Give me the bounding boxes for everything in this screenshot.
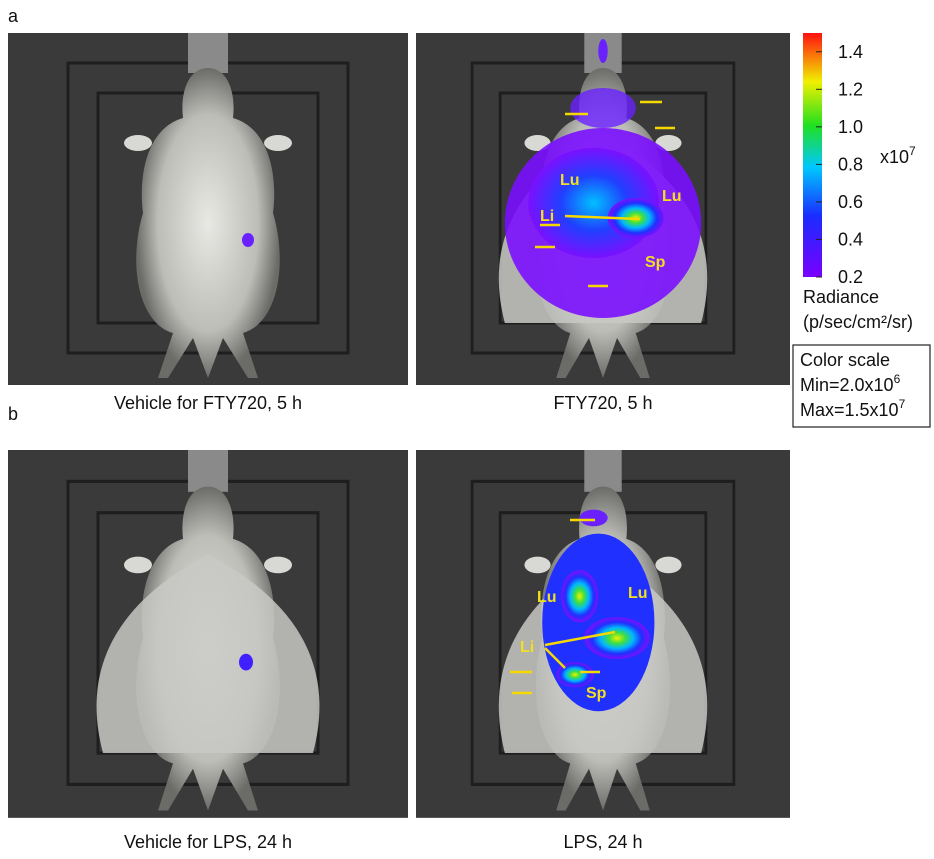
colorbar	[803, 33, 822, 277]
caption: FTY720, 5 h	[553, 393, 652, 413]
organ-label: Lu	[537, 589, 557, 606]
organ-label: Sp	[645, 254, 666, 271]
multiplier-base: x10	[880, 147, 909, 167]
tick-label: 0.4	[838, 229, 863, 249]
color-scale-min: Min=2.0x106	[800, 372, 901, 395]
image-vehicle-lps	[8, 450, 408, 818]
organ-label: Sp	[586, 685, 607, 702]
tick-label: 1.2	[838, 79, 863, 99]
quantity: Radiance	[803, 287, 879, 307]
panel-label: b	[8, 404, 18, 424]
tick-label: 1.4	[838, 42, 863, 62]
organ-label: Li	[540, 208, 554, 225]
tick-label: 0.8	[838, 154, 863, 174]
tick-label: 0.6	[838, 192, 863, 212]
max-text: Max=1.5x10	[800, 400, 899, 420]
image-fty	[416, 33, 790, 385]
color-scale-title: Color scale	[800, 350, 890, 370]
organ-label: Li	[520, 639, 534, 656]
tick-label: 0.2	[838, 267, 863, 287]
max-exponent: 7	[899, 397, 906, 411]
figure: a b Lu Lu Li Sp Lu Lu Li Sp Vehicle for …	[0, 0, 934, 859]
caption: Vehicle for FTY720, 5 h	[114, 393, 302, 413]
caption: Vehicle for LPS, 24 h	[124, 832, 292, 852]
organ-label: Lu	[662, 188, 682, 205]
multiplier-exponent: 7	[909, 144, 916, 158]
panel-label: a	[8, 6, 19, 26]
organ-label: Lu	[628, 585, 648, 602]
caption: LPS, 24 h	[563, 832, 642, 852]
multiplier: x107	[880, 144, 916, 167]
min-text: Min=2.0x10	[800, 375, 894, 395]
color-scale-max: Max=1.5x107	[800, 397, 906, 420]
tick-label: 1.0	[838, 117, 863, 137]
unit: (p/sec/cm²/sr)	[803, 312, 913, 332]
organ-label: Lu	[560, 172, 580, 189]
min-exponent: 6	[894, 372, 901, 386]
image-vehicle-fty	[8, 33, 408, 385]
